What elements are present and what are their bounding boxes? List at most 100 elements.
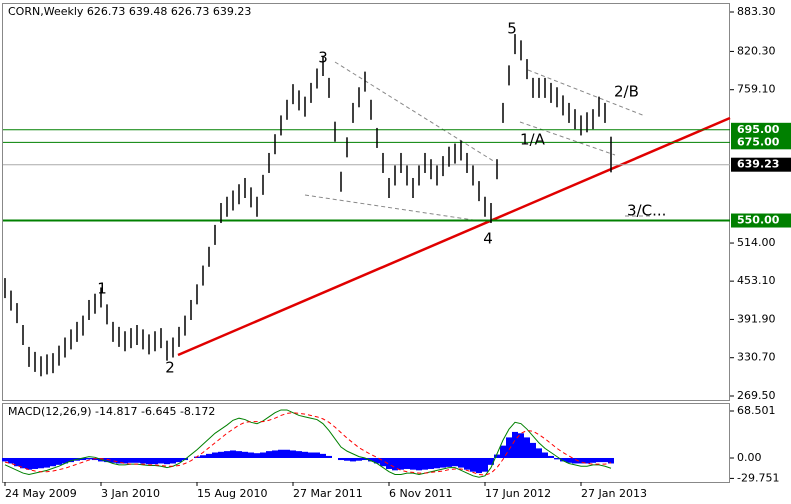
y-tick-label: 759.10 bbox=[737, 83, 776, 96]
macd-histogram-bar bbox=[380, 457, 386, 467]
macd-histogram-bar bbox=[296, 451, 302, 458]
macd-histogram-bar bbox=[374, 457, 380, 464]
level-label-box bbox=[731, 157, 791, 172]
macd-histogram-bar bbox=[14, 457, 20, 467]
macd-histogram-bar bbox=[554, 457, 560, 460]
macd-histogram-bar bbox=[512, 431, 518, 458]
x-tick-label: 3 Jan 2010 bbox=[101, 487, 160, 500]
macd-histogram-bar bbox=[26, 457, 32, 470]
macd-histogram-bar bbox=[566, 457, 572, 463]
x-tick-label: 24 May 2009 bbox=[5, 487, 77, 500]
y-tick-label: 269.50 bbox=[737, 389, 776, 402]
macd-histogram-bar bbox=[488, 457, 494, 465]
wave-label: 4 bbox=[483, 230, 493, 248]
macd-line bbox=[4, 412, 612, 476]
macd-histogram-bar bbox=[200, 455, 206, 458]
macd-histogram-bar bbox=[404, 457, 410, 469]
macd-histogram-bar bbox=[428, 457, 434, 469]
macd-histogram-bar bbox=[272, 450, 278, 458]
macd-histogram-bar bbox=[20, 457, 26, 469]
y-tick-label: 68.501 bbox=[737, 404, 776, 417]
macd-histogram-bar bbox=[602, 457, 608, 463]
macd-histogram-bar bbox=[422, 457, 428, 470]
y-tick-label: 391.90 bbox=[737, 312, 776, 325]
macd-histogram-bar bbox=[230, 450, 236, 458]
macd-histogram-bar bbox=[44, 457, 50, 468]
macd-histogram-bar bbox=[446, 457, 452, 467]
level-label-box bbox=[731, 213, 791, 228]
macd-histogram-bar bbox=[572, 457, 578, 464]
macd-histogram-bar bbox=[518, 433, 524, 458]
macd-histogram-bar bbox=[362, 457, 368, 461]
macd-histogram-bar bbox=[476, 457, 482, 474]
macd-histogram-bar bbox=[248, 452, 254, 458]
macd-histogram-bar bbox=[254, 453, 260, 458]
macd-histogram-bar bbox=[344, 457, 350, 461]
macd-histogram-bar bbox=[170, 457, 176, 464]
macd-histogram-bar bbox=[590, 457, 596, 463]
channel-line bbox=[519, 121, 616, 156]
macd-histogram-bar bbox=[80, 457, 86, 461]
macd-histogram-bar bbox=[8, 457, 14, 464]
macd-histogram-bar bbox=[284, 449, 290, 458]
macd-histogram-bar bbox=[290, 450, 296, 458]
macd-histogram-bar bbox=[194, 456, 200, 458]
channel-lines bbox=[304, 61, 652, 222]
wave-label: 1 bbox=[97, 280, 107, 298]
macd-histogram-bar bbox=[2, 457, 8, 462]
y-tick-label: 0.00 bbox=[737, 451, 762, 464]
macd-histogram-bar bbox=[458, 457, 464, 468]
macd-histogram-bar bbox=[500, 445, 506, 458]
chart-title: CORN,Weekly 626.73 639.48 626.73 639.23 bbox=[8, 5, 251, 18]
macd-histogram-bar bbox=[236, 451, 242, 458]
macd-histogram-bar bbox=[470, 457, 476, 472]
macd-histogram-bar bbox=[326, 455, 332, 458]
macd-histogram-bar bbox=[50, 457, 56, 467]
x-tick-label: 27 Mar 2011 bbox=[293, 487, 363, 500]
macd-histogram-bar bbox=[320, 453, 326, 458]
macd-histogram-bar bbox=[158, 457, 164, 464]
macd-histogram-bar bbox=[266, 451, 272, 458]
macd-histogram-bar bbox=[260, 452, 266, 458]
macd-histogram-bar bbox=[452, 457, 458, 467]
macd-histogram-bar bbox=[560, 457, 566, 462]
macd-histogram-bar bbox=[584, 457, 590, 464]
macd-histogram-bar bbox=[494, 454, 500, 458]
x-tick-label: 27 Jan 2013 bbox=[581, 487, 647, 500]
macd-histogram-bar bbox=[242, 451, 248, 458]
macd-histogram-bar bbox=[32, 457, 38, 469]
macd-histogram-bar bbox=[356, 457, 362, 461]
y-tick-label: 820.30 bbox=[737, 44, 776, 57]
channel-line bbox=[304, 194, 481, 222]
macd-histogram-bar bbox=[542, 452, 548, 458]
x-tick-label: 6 Nov 2011 bbox=[389, 487, 452, 500]
macd-histogram-bar bbox=[86, 457, 92, 460]
wave-label: 3 bbox=[318, 49, 328, 67]
level-label: 675.00 bbox=[737, 135, 780, 148]
y-tick-label: -29.751 bbox=[737, 471, 779, 484]
channel-line bbox=[334, 61, 496, 163]
price-panel bbox=[2, 3, 730, 401]
trend-line bbox=[177, 116, 731, 357]
level-label-box bbox=[731, 135, 791, 150]
macd-title: MACD(12,26,9) -14.817 -6.645 -8.172 bbox=[8, 405, 215, 418]
macd-histogram-bar bbox=[506, 437, 512, 458]
macd-histogram-bar bbox=[608, 457, 614, 464]
macd-histogram-bar bbox=[578, 457, 584, 464]
macd-histogram-bar bbox=[350, 457, 356, 462]
macd-histogram-bar bbox=[464, 457, 470, 470]
wave-label: 2 bbox=[165, 359, 175, 377]
y-tick-label: 330.70 bbox=[737, 351, 776, 364]
macd-histogram-bar bbox=[56, 457, 62, 465]
macd-histogram-bar bbox=[146, 457, 152, 465]
y-tick-label: 514.00 bbox=[737, 236, 776, 249]
macd-histogram-bar bbox=[302, 451, 308, 458]
macd-histogram-bar bbox=[278, 449, 284, 458]
level-label: 639.23 bbox=[737, 158, 779, 171]
macd-histogram-bar bbox=[524, 437, 530, 458]
macd-histogram-bar bbox=[128, 457, 134, 463]
wave-label: 5 bbox=[507, 20, 517, 38]
macd-histogram-bar bbox=[338, 457, 344, 461]
macd-histogram-bar bbox=[368, 457, 374, 462]
